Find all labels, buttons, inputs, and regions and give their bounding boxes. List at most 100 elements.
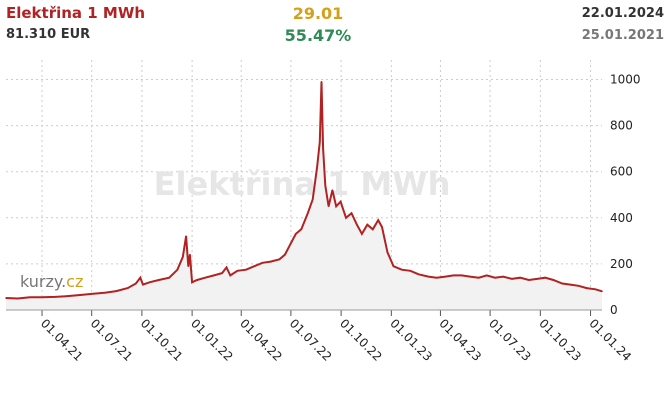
data-point bbox=[229, 274, 232, 277]
data-point bbox=[331, 189, 334, 191]
data-point bbox=[366, 223, 369, 226]
data-point bbox=[372, 228, 374, 231]
data-point bbox=[41, 296, 43, 299]
data-point bbox=[142, 283, 144, 286]
data-point bbox=[469, 275, 471, 278]
data-point bbox=[5, 297, 7, 299]
data-point bbox=[213, 274, 215, 277]
data-point bbox=[561, 282, 563, 285]
y-tick-label: 200 bbox=[610, 257, 633, 271]
data-point bbox=[189, 253, 191, 256]
x-tick-label: 01.07.22 bbox=[287, 316, 335, 364]
data-point bbox=[158, 279, 160, 281]
data-point bbox=[536, 278, 538, 280]
x-tick-label: 01.04.23 bbox=[436, 316, 484, 364]
current-price: 81.310 EUR bbox=[6, 27, 91, 42]
data-point bbox=[511, 278, 513, 280]
data-point bbox=[290, 242, 292, 244]
data-point bbox=[528, 279, 530, 281]
x-tick-label: 01.07.21 bbox=[88, 316, 136, 364]
data-point bbox=[261, 262, 264, 264]
data-point bbox=[90, 293, 93, 295]
data-point bbox=[435, 276, 438, 279]
data-point bbox=[236, 270, 239, 272]
data-point bbox=[361, 233, 363, 235]
data-point bbox=[381, 226, 383, 228]
data-point bbox=[168, 276, 170, 279]
data-point bbox=[278, 258, 281, 261]
data-point bbox=[377, 219, 380, 221]
data-point bbox=[29, 296, 31, 299]
chart-watermark: Elektřina 1 MWh bbox=[154, 165, 451, 203]
chart-title: Elektřina 1 MWh bbox=[6, 4, 146, 22]
data-point bbox=[460, 274, 463, 277]
data-point bbox=[191, 281, 193, 284]
logo-kurzy: kurzy bbox=[20, 272, 63, 291]
x-tick-label: 01.10.21 bbox=[138, 316, 186, 364]
data-point bbox=[300, 228, 303, 231]
data-point bbox=[182, 256, 184, 258]
x-tick-label: 01.04.22 bbox=[237, 316, 285, 364]
data-point bbox=[65, 295, 67, 298]
y-tick-label: 0 bbox=[610, 303, 618, 317]
kurzy-logo: kurzy.cz bbox=[20, 272, 83, 291]
data-point bbox=[204, 276, 206, 279]
data-point bbox=[284, 253, 286, 256]
y-tick-label: 800 bbox=[610, 119, 633, 133]
price-change: 29.01 bbox=[292, 4, 344, 23]
data-point bbox=[327, 205, 330, 208]
data-point bbox=[139, 276, 142, 279]
data-point bbox=[269, 260, 272, 263]
data-point bbox=[322, 147, 324, 150]
data-point bbox=[253, 265, 256, 268]
data-point bbox=[585, 287, 588, 289]
data-point bbox=[486, 274, 488, 277]
data-point bbox=[176, 268, 179, 271]
data-point bbox=[245, 268, 247, 271]
data-point bbox=[452, 274, 455, 277]
data-point bbox=[519, 276, 521, 279]
price-change-percent: 55.47% bbox=[284, 26, 352, 45]
data-point bbox=[324, 184, 327, 187]
data-point bbox=[319, 141, 321, 143]
data-point bbox=[196, 279, 198, 281]
data-point bbox=[356, 223, 358, 226]
x-tick-label: 01.10.22 bbox=[337, 316, 385, 364]
data-point bbox=[16, 297, 19, 300]
data-point bbox=[54, 296, 56, 298]
data-point bbox=[577, 285, 580, 287]
logo-dot: . bbox=[61, 272, 66, 291]
data-point bbox=[400, 268, 403, 271]
data-point bbox=[417, 273, 420, 276]
data-point bbox=[104, 291, 106, 294]
x-tick-label: 01.07.23 bbox=[486, 316, 534, 364]
y-tick-label: 400 bbox=[610, 211, 633, 225]
data-point bbox=[444, 275, 447, 278]
data-point bbox=[221, 272, 223, 274]
data-point bbox=[502, 275, 505, 278]
svg-text:kurzy.cz: kurzy.cz bbox=[20, 272, 83, 291]
price-area bbox=[6, 81, 602, 310]
data-point bbox=[307, 212, 309, 214]
x-tick-label: 01.01.24 bbox=[586, 316, 634, 364]
data-point bbox=[320, 81, 323, 83]
x-tick-label: 01.04.21 bbox=[38, 316, 86, 364]
data-point bbox=[316, 166, 318, 168]
data-point bbox=[427, 275, 430, 278]
data-point bbox=[126, 287, 129, 289]
y-tick-label: 1000 bbox=[610, 73, 641, 87]
data-point bbox=[225, 266, 228, 269]
data-point bbox=[552, 279, 555, 281]
date-start: 25.01.2021 bbox=[581, 28, 664, 43]
data-point bbox=[187, 265, 190, 268]
data-point bbox=[148, 281, 151, 284]
data-point bbox=[594, 288, 597, 291]
data-point bbox=[601, 290, 603, 293]
x-tick-label: 01.01.22 bbox=[188, 316, 236, 364]
y-tick-label: 600 bbox=[610, 165, 633, 179]
x-tick-label: 01.10.23 bbox=[536, 316, 584, 364]
data-point bbox=[386, 251, 389, 254]
data-point bbox=[339, 200, 342, 203]
y-axis: 0 200 400 600 800 1000 bbox=[610, 73, 641, 317]
